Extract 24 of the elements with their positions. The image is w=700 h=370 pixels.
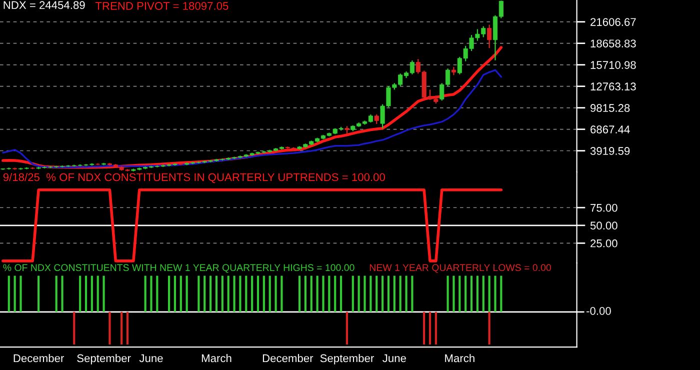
x-tick-label: March: [202, 354, 232, 362]
series-label: % OF NDX CONSTITUENTS WITH NEW 1 YEAR QUARTERLY HIGHS = 100.00: [3, 264, 354, 273]
x-tick-label: June: [139, 354, 163, 362]
y-tick-label: 50.00: [590, 222, 618, 230]
y-tick-label: 21606.67: [590, 18, 636, 26]
ref-line-label: -0.00: [586, 307, 611, 315]
y-tick-label: 18658.83: [590, 40, 636, 48]
x-tick-label: September: [320, 354, 374, 364]
x-tick-label: March: [445, 354, 474, 362]
y-tick-label: 12763.13: [590, 82, 636, 90]
y-tick-label: 9815.28: [590, 104, 630, 112]
y-tick-label: 25.00: [590, 239, 618, 248]
y-tick-label: 15710.98: [590, 61, 636, 69]
x-tick-label: December: [14, 354, 64, 362]
y-tick-label: 3919.59: [590, 147, 630, 155]
text: NEW 1 YEAR QUARTERLY LOWS = 0.00: [370, 264, 551, 273]
text: TREND PIVOT = 18097.05: [95, 2, 228, 10]
x-tick-label: September: [77, 354, 131, 364]
x-tick-label: December: [262, 354, 314, 362]
y-tick-label: 75.00: [590, 204, 618, 212]
x-tick-label: June: [382, 354, 406, 362]
series-label: 9/18/25 % OF NDX CONSTITUENTS IN QUARTERLY UPTRENDS = 100.00: [3, 172, 385, 184]
y-tick-label: 6867.44: [590, 126, 630, 134]
chart-title: NDX = 24454.89: [4, 1, 85, 10]
